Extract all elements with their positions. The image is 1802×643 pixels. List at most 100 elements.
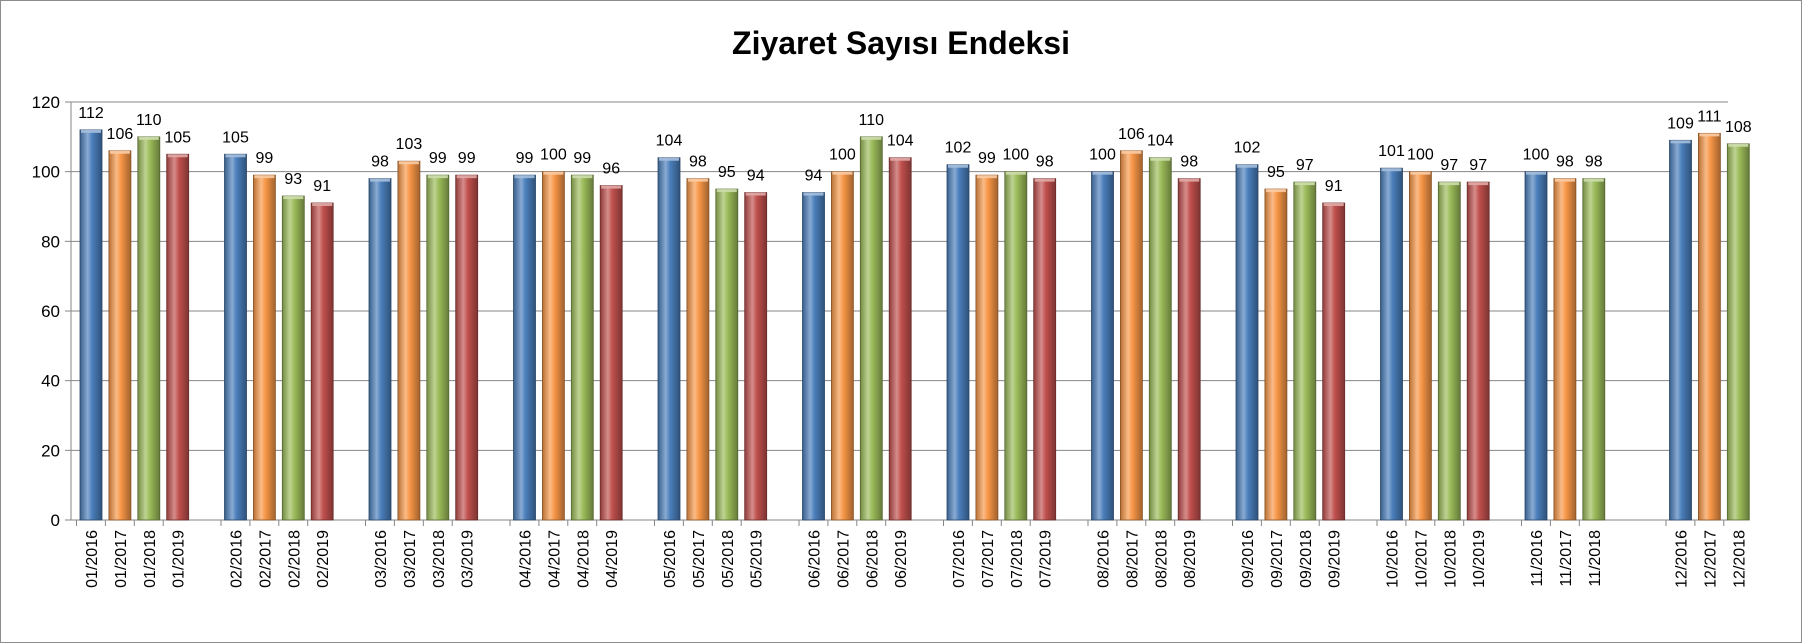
- bar: [281, 195, 305, 521]
- bar: [1293, 181, 1317, 521]
- data-label: 99: [573, 150, 591, 167]
- y-tick-label: 0: [51, 511, 60, 530]
- x-tick-label: 10/2019: [1471, 530, 1488, 588]
- bar: [599, 185, 623, 521]
- data-label: 110: [859, 112, 885, 129]
- x-tick-label: 05/2019: [749, 530, 766, 588]
- data-label: 98: [371, 154, 389, 171]
- bar: [686, 178, 710, 521]
- bar-top-highlight: [948, 164, 968, 168]
- data-label: 110: [136, 112, 162, 129]
- bar-top-highlight: [1554, 178, 1575, 182]
- bar: [657, 157, 681, 521]
- bar: [166, 153, 190, 521]
- bar-top-highlight: [254, 175, 275, 179]
- x-tick-label: 10/2018: [1442, 530, 1459, 588]
- data-label: 97: [1469, 157, 1487, 174]
- bar-top-highlight: [225, 154, 246, 158]
- x-tick-label: 08/2017: [1124, 530, 1141, 588]
- data-label: 98: [1036, 154, 1054, 171]
- data-label: 98: [689, 154, 707, 171]
- bar-top-highlight: [1526, 171, 1546, 175]
- y-tick-label: 40: [41, 372, 60, 391]
- bar-top-highlight: [1092, 171, 1113, 175]
- bar-top-highlight: [1410, 171, 1431, 175]
- bar: [455, 174, 479, 521]
- bar: [1264, 188, 1288, 521]
- x-tick-label: 02/2018: [286, 530, 303, 588]
- bar-top-highlight: [745, 192, 766, 196]
- bar: [570, 174, 594, 521]
- data-label: 102: [1234, 140, 1261, 157]
- bar: [1466, 181, 1490, 521]
- data-label: 98: [1556, 154, 1574, 171]
- bar-top-highlight: [1265, 189, 1286, 193]
- chart-title: Ziyaret Sayısı Endeksi: [732, 25, 1070, 61]
- x-tick-label: 07/2016: [951, 530, 968, 588]
- x-tick-label: 07/2019: [1038, 530, 1055, 588]
- bar: [513, 174, 536, 521]
- data-label: 99: [516, 150, 534, 167]
- data-label: 100: [1407, 147, 1434, 164]
- bar: [1004, 171, 1028, 521]
- data-label: 101: [1378, 143, 1405, 160]
- data-label: 100: [540, 147, 567, 164]
- bar: [1322, 202, 1346, 521]
- bar-top-highlight: [456, 175, 477, 179]
- y-tick-label: 120: [32, 93, 60, 112]
- bar: [946, 164, 970, 521]
- bar: [1698, 132, 1721, 521]
- x-tick-label: 12/2016: [1674, 530, 1691, 588]
- x-tick-label: 02/2017: [257, 530, 274, 588]
- y-tick-label: 100: [32, 163, 60, 182]
- y-tick-label: 80: [41, 232, 60, 251]
- bar: [252, 174, 276, 521]
- x-tick-label: 05/2016: [662, 530, 679, 588]
- bar-top-highlight: [1381, 168, 1402, 172]
- bar-top-highlight: [687, 178, 708, 182]
- bars: [79, 129, 1750, 521]
- bar-top-highlight: [514, 175, 535, 179]
- x-tick-label: 08/2019: [1182, 530, 1199, 588]
- x-tick-label: 10/2017: [1413, 530, 1430, 588]
- bar: [802, 192, 825, 521]
- data-label: 104: [887, 133, 914, 150]
- data-label: 95: [1267, 164, 1285, 181]
- bar-top-highlight: [1179, 178, 1200, 182]
- bar-top-highlight: [109, 150, 130, 154]
- data-label: 99: [256, 150, 274, 167]
- x-tick-label: 01/2019: [171, 530, 188, 588]
- data-label: 106: [107, 126, 134, 143]
- data-label: 100: [1089, 147, 1116, 164]
- bar-top-highlight: [1728, 143, 1749, 147]
- data-label: 91: [1325, 178, 1343, 195]
- data-label: 95: [718, 164, 736, 181]
- x-tick-label: 06/2019: [893, 530, 910, 588]
- x-tick-label: 01/2018: [142, 530, 159, 588]
- x-tick-label: 01/2016: [84, 530, 101, 588]
- bar: [1553, 178, 1577, 521]
- bar: [1437, 181, 1461, 521]
- bar-top-highlight: [370, 178, 390, 182]
- bar: [1726, 143, 1750, 521]
- data-label: 100: [1002, 147, 1029, 164]
- x-tick-label: 04/2019: [604, 530, 621, 588]
- bar: [1669, 139, 1692, 521]
- x-tick-label: 09/2019: [1327, 530, 1344, 588]
- bar: [1235, 164, 1259, 521]
- bar-top-highlight: [312, 203, 333, 207]
- data-label: 104: [1147, 133, 1174, 150]
- data-label: 97: [1296, 157, 1314, 174]
- data-label: 93: [284, 171, 302, 188]
- data-label: 104: [656, 133, 683, 150]
- data-label: 105: [222, 129, 249, 146]
- x-tick-label: 05/2018: [720, 530, 737, 588]
- data-label: 105: [164, 129, 191, 146]
- bar: [888, 157, 912, 521]
- x-tick-label: 11/2018: [1587, 530, 1604, 587]
- x-tick-label: 04/2016: [518, 530, 535, 588]
- bar: [224, 153, 247, 521]
- data-label: 91: [313, 178, 331, 195]
- data-label: 98: [1180, 154, 1198, 171]
